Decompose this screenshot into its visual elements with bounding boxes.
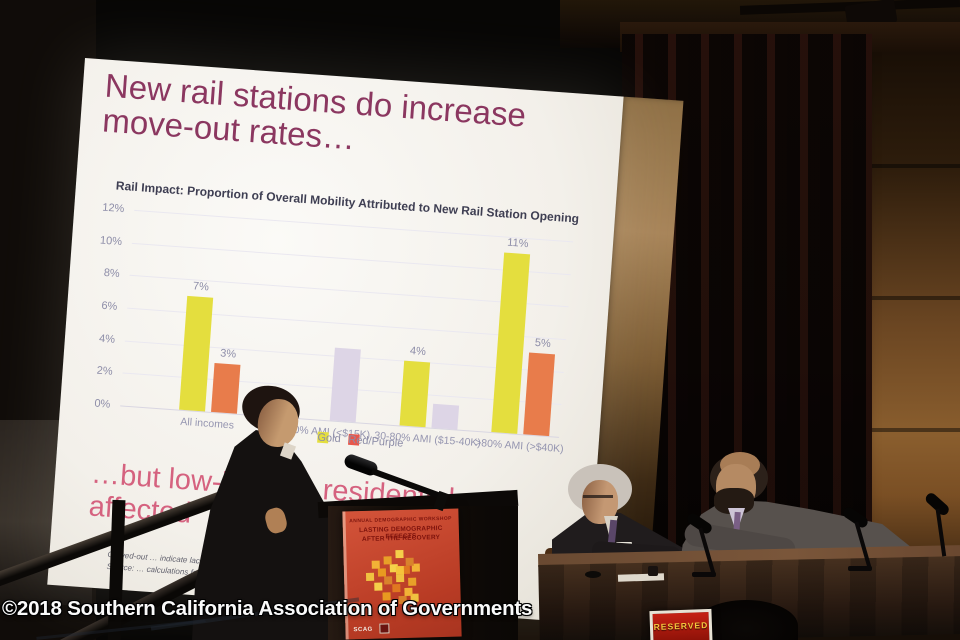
podium-microphone xyxy=(342,452,474,516)
y-axis-tick: 6% xyxy=(100,299,118,313)
y-axis-tick: 10% xyxy=(99,234,123,248)
bar-value-label: 3% xyxy=(219,347,237,361)
poster-workshop-line: ANNUAL DEMOGRAPHIC WORKSHOP xyxy=(349,515,452,525)
poster-mosaic-graphic xyxy=(395,565,404,575)
glasses-icon xyxy=(583,495,613,498)
slide-title: New rail stations do increase move-out r… xyxy=(101,67,610,157)
y-axis-tick: 12% xyxy=(101,201,125,216)
microphone-stem xyxy=(935,508,947,557)
table-microphone xyxy=(916,491,960,567)
microphone-stem xyxy=(370,468,443,500)
legend-label: Red/Purple xyxy=(347,433,404,450)
y-axis-tick: 4% xyxy=(98,332,116,346)
cup-on-table xyxy=(648,566,658,576)
chart-bar xyxy=(523,352,555,437)
y-axis-tick: 8% xyxy=(103,267,121,281)
table-microphone xyxy=(841,505,892,576)
chart-plot: 12%10%8%6%4%2%0%7%4%11%3%5%All incomes<3… xyxy=(94,202,574,455)
chart-bar xyxy=(431,403,460,430)
y-axis-tick: 2% xyxy=(96,364,114,379)
microphone-base xyxy=(692,572,716,577)
partner-logo xyxy=(379,623,390,634)
object-on-table xyxy=(585,571,601,578)
speaker-silhouette xyxy=(192,380,344,640)
bar-value-label: 5% xyxy=(534,337,552,351)
microphone-stem xyxy=(698,527,716,575)
microphone-stem xyxy=(854,521,872,569)
legend-item: Red/Purple xyxy=(348,433,404,449)
chart-bar xyxy=(399,360,431,428)
bar-value-label: 7% xyxy=(192,279,210,294)
bar-value-label: 11% xyxy=(506,237,529,251)
y-axis-tick: 0% xyxy=(93,397,111,411)
microphone-base xyxy=(848,566,872,571)
table-microphone xyxy=(685,511,736,582)
copyright-watermark: ©2018 Southern California Association of… xyxy=(2,597,533,620)
scag-logo: SCAG xyxy=(353,626,373,634)
podium: ANNUAL DEMOGRAPHIC WORKSHOP LASTING DEMO… xyxy=(317,488,519,640)
bar-value-label: 4% xyxy=(409,344,427,358)
